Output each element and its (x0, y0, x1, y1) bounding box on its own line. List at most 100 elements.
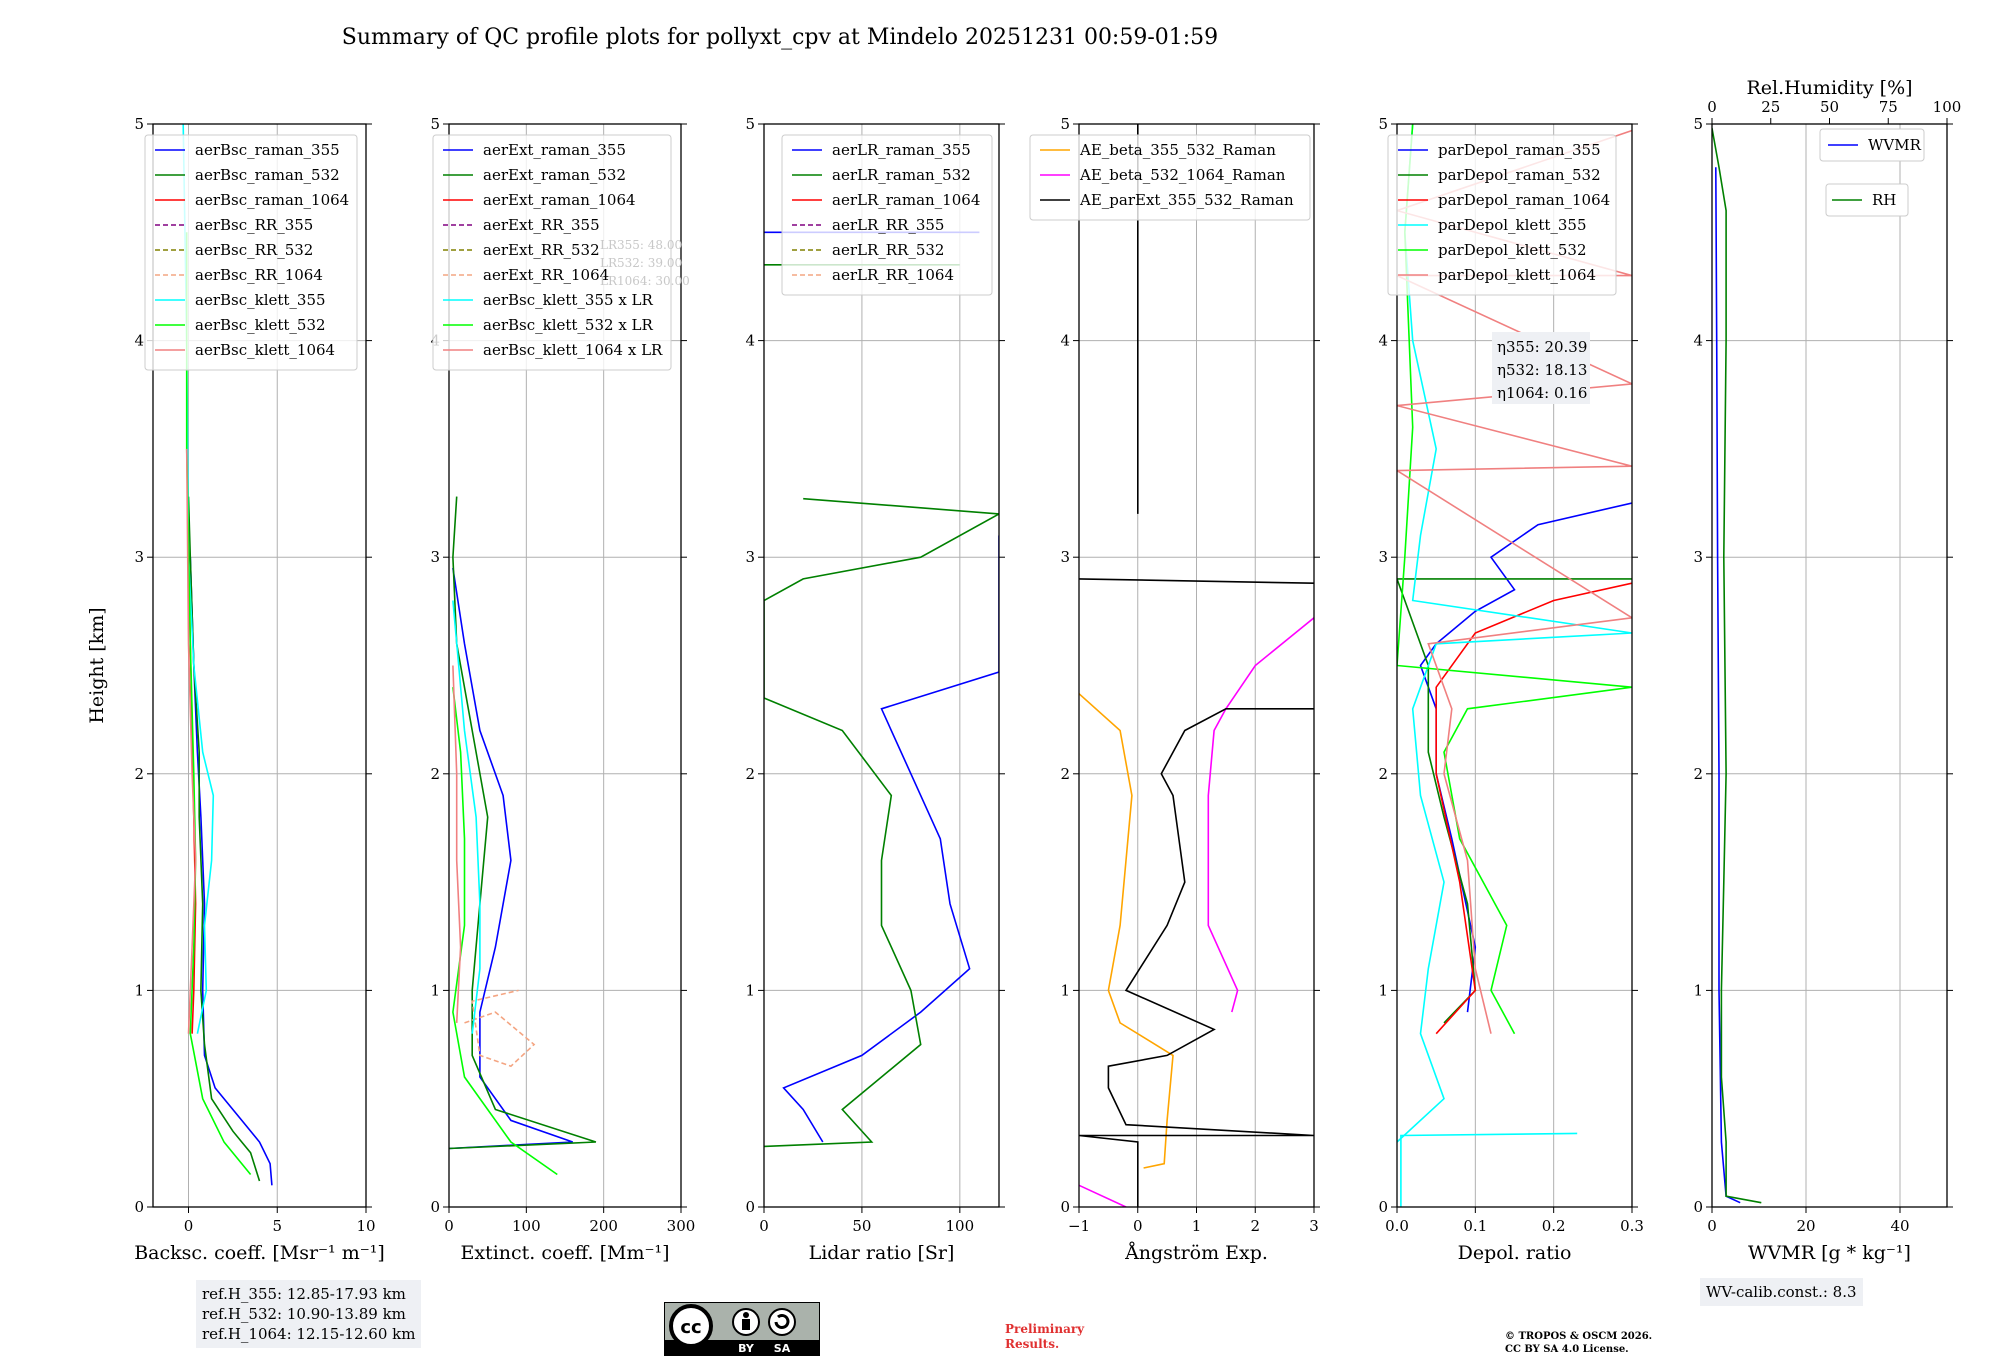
x2-tick-label: 75 (1879, 98, 1898, 116)
legend-entry: RH (1872, 191, 1896, 209)
x-tick-label: 0.3 (1620, 1217, 1644, 1235)
eta-value: η1064: 0.16 (1497, 384, 1587, 402)
x-tick-label: 50 (852, 1217, 871, 1235)
series-group (449, 496, 597, 1176)
x-axis-label: WVMR [g * kg⁻¹] (1748, 1242, 1911, 1264)
panel-wv: 0 20 40 0 1 2 3 4 5 WVMR [g * kg⁻¹] 0 25 50 75 100 Rel.… (1693, 77, 1961, 1264)
y-tick-label: 2 (1378, 765, 1388, 783)
series-WVMR (1715, 167, 1741, 1204)
y-tick-label: 1 (1693, 981, 1703, 999)
series-aerLR_raman_355 (782, 535, 999, 1143)
x-tick-label: 10 (356, 1217, 375, 1235)
y-tick-label: 1 (745, 981, 755, 999)
x-tick-label: 0 (184, 1217, 194, 1235)
x-tick-label: 100 (512, 1217, 541, 1235)
legend-entry: aerLR_raman_532 (832, 166, 971, 184)
series-aerLR_raman_532 (764, 497, 999, 1148)
x-axis-label: Lidar ratio [Sr] (809, 1242, 955, 1264)
panel-bsc: 0 5 10 0 1 2 3 4 5 Backsc. coeff. [Msr⁻¹ m⁻¹] Heig… (86, 115, 385, 1264)
eta-value: η532: 18.13 (1497, 361, 1587, 379)
y-tick-label: 0 (1378, 1198, 1388, 1216)
cc-by-label: BY (738, 1342, 755, 1355)
y-tick-label: 2 (430, 765, 440, 783)
cc-license-badge: cc BY SA (664, 1302, 820, 1356)
y-tick-label: 0 (1693, 1198, 1703, 1216)
series-group (182, 124, 273, 1186)
legend-box (1029, 134, 1311, 221)
legend-entry: AE_parExt_355_532_Raman (1079, 191, 1294, 209)
series-parDepol_klett_355_base (1400, 1132, 1578, 1207)
axes-frame (1711, 123, 1948, 1208)
legend-entry: aerExt_RR_1064 (483, 266, 609, 284)
copyright-note: © TROPOS & OSCM 2026. CC BY SA 4.0 Licen… (1505, 1330, 1652, 1356)
legend: aerLR_raman_355 aerLR_raman_532 aerLR_rama… (781, 134, 993, 296)
series-AE_beta_532_1064_Raman (1079, 1184, 1127, 1207)
y-tick-label: 0 (1060, 1198, 1070, 1216)
legend-entry: aerBsc_klett_355 (195, 291, 326, 309)
x-tick-label: 5 (272, 1217, 282, 1235)
x-tick-label: 3 (1309, 1217, 1319, 1235)
legend-entry: aerBsc_raman_1064 (195, 191, 349, 209)
series-group (764, 231, 999, 1148)
y-tick-label: 0 (745, 1198, 755, 1216)
x-axis-label: Backsc. coeff. [Msr⁻¹ m⁻¹] (134, 1242, 385, 1264)
legend-entry: aerBsc_raman_355 (195, 141, 340, 159)
legend-entry: parDepol_raman_532 (1438, 166, 1601, 184)
y-tick-label: 0 (430, 1198, 440, 1216)
legend-entry: aerBsc_RR_532 (195, 241, 313, 259)
y-tick-label: 3 (1060, 548, 1070, 566)
legend-entry: AE_beta_355_532_Raman (1079, 141, 1276, 159)
axes-frame (152, 123, 367, 1208)
legend-entry: aerBsc_klett_1064 x LR (483, 341, 663, 359)
x-tick-label: 0 (759, 1217, 769, 1235)
axes-frame (763, 123, 1000, 1208)
legend-entry: aerLR_raman_1064 (832, 191, 980, 209)
legend: WVMR RH (1819, 128, 1925, 217)
cc-sa-label: SA (774, 1342, 791, 1355)
y-tick-label: 4 (745, 332, 755, 350)
y-tick-label: 2 (1060, 765, 1070, 783)
x2-tick-label: 100 (1933, 98, 1962, 116)
series-aerExt_RR_1064 (464, 989, 536, 1068)
x-tick-label: 200 (589, 1217, 618, 1235)
legend-box-rh (1825, 183, 1909, 217)
series-aerBsc_klett_1064 x LR (452, 665, 462, 1023)
y-tick-label: 2 (134, 765, 144, 783)
series-aerBsc_klett_1064 (185, 448, 197, 1034)
y-tick-label: 3 (430, 548, 440, 566)
legend-entry: AE_beta_532_1064_Raman (1079, 166, 1286, 184)
lr-annotation: LR532: 39.00 (600, 256, 682, 270)
series-aerBsc_raman_355 (189, 557, 273, 1186)
y-tick-label: 3 (1378, 548, 1388, 566)
x-axis-label: Extinct. coeff. [Mm⁻¹] (460, 1242, 669, 1264)
x-tick-label: 0.2 (1542, 1217, 1566, 1235)
series-parDepol_raman_532 (1397, 578, 1632, 1024)
sa-icon (768, 1308, 796, 1336)
series-AE_beta_355_532_Raman (1079, 693, 1174, 1169)
x-tick-label: 0 (1133, 1217, 1143, 1235)
lr-annotation: LR355: 48.00 (600, 238, 682, 252)
legend-entry: aerBsc_klett_532 x LR (483, 316, 654, 334)
legend-entry: parDepol_klett_1064 (1438, 266, 1596, 284)
x2-tick-label: 50 (1820, 98, 1839, 116)
panel-lr: 0 50 100 0 1 2 3 4 5 Lidar ratio [Sr] aerLR_raman_… (745, 115, 1005, 1264)
eta-box: η355: 20.39 η532: 18.13 η1064: 0.16 (1492, 332, 1590, 404)
eta-box-bg (1492, 332, 1590, 404)
figure-title: Summary of QC profile plots for pollyxt_… (342, 25, 1218, 50)
y-tick-label: 0 (134, 1198, 144, 1216)
legend-entry: aerBsc_RR_1064 (195, 266, 323, 284)
reference-height-box: ref.H_355: 12.85-17.93 km ref.H_532: 10.… (196, 1280, 422, 1348)
x-tick-label: 40 (1890, 1217, 1909, 1235)
legend-box-wvmr (1819, 128, 1925, 162)
preliminary-line-2: Results. (1005, 1337, 1060, 1351)
x-axis-label: Depol. ratio (1458, 1242, 1572, 1264)
legend-box (432, 134, 672, 371)
panel-depol: 0.0 0.1 0.2 0.3 0 1 2 3 4 5 Depol. ratio parDepol_r… (1378, 115, 1643, 1264)
y-tick-label: 1 (134, 981, 144, 999)
y-tick-label: 5 (134, 115, 144, 133)
legend: AE_beta_355_532_Raman AE_beta_532_1064_Ra… (1029, 134, 1311, 221)
legend-entry: aerLR_raman_355 (832, 141, 971, 159)
